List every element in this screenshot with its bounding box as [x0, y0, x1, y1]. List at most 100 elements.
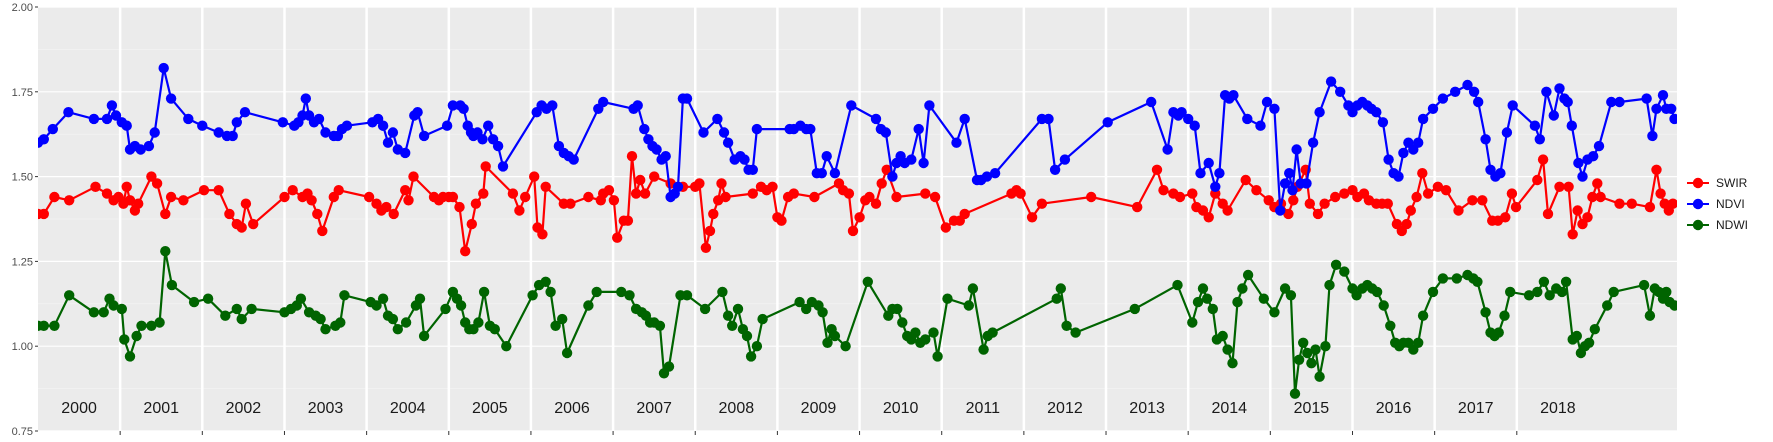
swir-data-point: [1251, 185, 1262, 196]
ndwi-data-point: [550, 320, 561, 331]
ndwi-data-point: [1242, 269, 1254, 281]
year-label: 2015: [1294, 400, 1330, 417]
ndvi-data-point: [1548, 110, 1560, 121]
swir-data-point: [1567, 229, 1578, 240]
ndwi-data-point: [928, 327, 939, 338]
ndwi-data-point: [1070, 327, 1081, 338]
ndvi-data-point: [1176, 107, 1187, 118]
swir-data-point: [788, 188, 799, 199]
swir-data-point: [1417, 168, 1428, 179]
ndvi-data-point: [1203, 157, 1214, 169]
y-tick-label: 1.75: [12, 87, 33, 99]
ndwi-data-point: [1437, 273, 1449, 284]
ndwi-data-point: [583, 300, 594, 311]
swir-data-point: [1422, 188, 1434, 199]
swir-data-point: [881, 164, 892, 175]
ndwi-data-point: [473, 317, 484, 328]
ndwi-data-point: [1661, 286, 1672, 298]
ndvi-data-point: [121, 120, 132, 131]
year-label: 2014: [1211, 400, 1247, 417]
ndwi-data-point: [829, 330, 841, 342]
swir-data-point: [1151, 164, 1163, 175]
swir-data-point: [240, 198, 252, 209]
ndvi-data-point: [197, 120, 208, 131]
ndvi-data-point: [110, 110, 122, 121]
ndwi-data-point: [1061, 320, 1072, 331]
ndwi-data-point: [1192, 296, 1204, 308]
ndvi-data-point: [1507, 100, 1518, 111]
ndvi-data-point: [924, 100, 935, 111]
ndwi-data-point: [1480, 307, 1491, 318]
ndvi-data-point: [846, 100, 857, 111]
swir-data-point: [608, 195, 620, 206]
year-label: 2007: [636, 400, 672, 417]
ndwi-data-point: [1532, 286, 1543, 298]
swir-data-point: [630, 188, 642, 199]
swir-data-point: [90, 181, 101, 192]
ndwi-data-point: [119, 334, 130, 345]
ndwi-data-point: [1638, 279, 1650, 291]
ndwi-data-point: [440, 303, 451, 315]
swir-data-point: [1510, 201, 1522, 213]
swir-data-point: [720, 191, 731, 203]
x-axis: 2000 2001 2002 2003 2004 2005 2006 2007 2008 2009…: [61, 400, 1576, 435]
ndwi-data-point: [932, 351, 943, 362]
ndvi-data-point: [1577, 171, 1588, 182]
ndwi-data-point: [681, 290, 693, 301]
ndwi-data-point: [801, 303, 812, 315]
ndvi-data-point: [1450, 86, 1461, 98]
ndvi-data-point: [1183, 113, 1194, 125]
ndvi-data-point: [660, 151, 671, 162]
ndwi-data-point: [489, 324, 500, 335]
ndwi-data-point: [942, 293, 953, 304]
ndwi-data-point: [339, 290, 350, 301]
ndwi-data-point: [418, 330, 430, 342]
ndvi-data-point: [1301, 178, 1312, 189]
ndvi-data-point: [400, 147, 411, 159]
ndwi-data-point: [160, 246, 171, 257]
swir-data-point: [1411, 191, 1422, 203]
swir-data-point: [1572, 205, 1583, 216]
swir-data-point: [626, 151, 638, 162]
ndvi-data-point: [651, 144, 662, 155]
ndwi-data-point: [455, 300, 467, 311]
ndvi-data-point: [458, 103, 469, 115]
ndwi-data-point: [414, 293, 426, 304]
ndvi-data-point: [300, 93, 311, 104]
ndwi-data-point: [1227, 358, 1238, 369]
ndwi-data-point: [131, 330, 142, 342]
swir-data-point: [1587, 191, 1598, 203]
swir-data-point: [287, 185, 298, 196]
ndvi-data-point: [387, 127, 399, 138]
ndwi-data-point: [822, 337, 833, 348]
ndwi-data-point: [220, 310, 231, 321]
ndwi-data-point: [1571, 330, 1583, 342]
swir-data-point: [1283, 208, 1294, 220]
swir-data-point: [1174, 191, 1186, 203]
ndvi-data-point: [143, 140, 155, 152]
ndvi-data-point: [1413, 137, 1424, 148]
ndwi-data-point: [1451, 273, 1463, 284]
swir-data-point: [891, 191, 902, 203]
swir-data-point: [529, 171, 540, 182]
ndwi-data-point: [1472, 276, 1483, 287]
swir-data-point: [520, 191, 531, 203]
ndwi-data-point: [320, 324, 331, 335]
ndvi-data-point: [913, 123, 924, 135]
ndvi-data-point: [870, 113, 882, 125]
ndwi-data-point: [1201, 293, 1213, 304]
swir-data-point: [101, 188, 113, 199]
ndwi-data-point: [967, 283, 979, 294]
swir-data-point: [124, 195, 136, 206]
ndvi-data-point: [341, 120, 353, 131]
swir-data-point: [213, 185, 224, 196]
swir-data-point: [1506, 188, 1518, 199]
swir-data-point: [1187, 188, 1198, 199]
ndvi-data-point: [1651, 103, 1662, 115]
ndwi-data-point: [963, 300, 974, 311]
ndwi-data-point: [978, 344, 989, 355]
swir-data-point: [583, 191, 594, 203]
ndvi-data-point: [805, 123, 816, 135]
ndwi-data-point: [188, 296, 200, 308]
